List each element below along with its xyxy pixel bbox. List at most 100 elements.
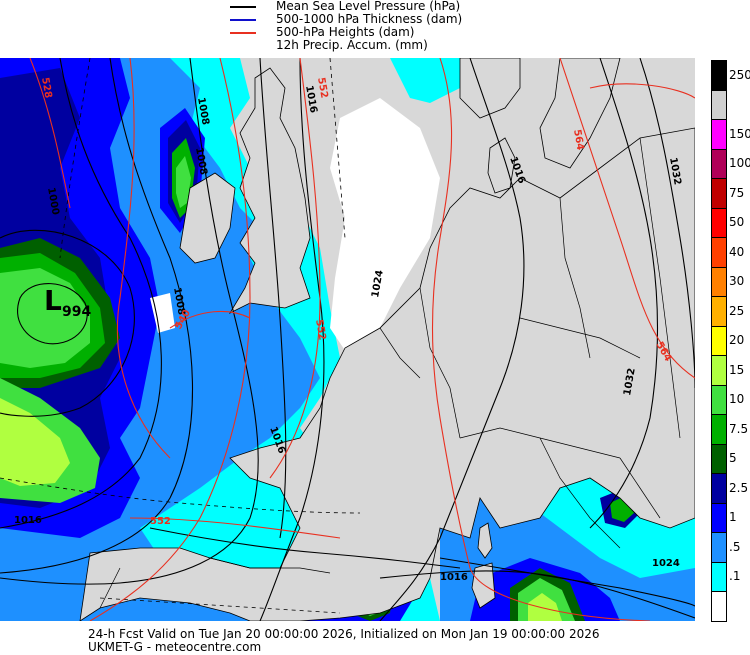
scale-swatch bbox=[711, 355, 727, 386]
legend-row-heights: 500-hPa Heights (dam) bbox=[230, 26, 530, 39]
scale-label: 7.5 bbox=[729, 421, 749, 436]
height-552-mid bbox=[269, 58, 321, 479]
scale-label: 15 bbox=[729, 362, 745, 377]
denmark bbox=[487, 137, 516, 194]
heights-swatch bbox=[230, 32, 256, 34]
scale-label: 10 bbox=[729, 392, 745, 407]
isobar-label: 1016 bbox=[440, 572, 468, 583]
scale-swatch bbox=[711, 207, 727, 238]
scale-label: 5 bbox=[729, 451, 737, 466]
height-552-west bbox=[89, 58, 251, 621]
isobar-label: 1024 bbox=[652, 558, 680, 569]
sardinia bbox=[471, 562, 496, 609]
height-label: 552 bbox=[150, 516, 171, 527]
scale-label: .5 bbox=[729, 539, 741, 554]
isobar-labels: 1008 1016 1000 1008 1008 1016 1016 1024 … bbox=[14, 85, 683, 583]
scale-label: 40 bbox=[729, 244, 745, 259]
scale-swatch bbox=[711, 384, 727, 415]
isobar-1032-a bbox=[589, 58, 659, 529]
scale-swatch bbox=[711, 148, 727, 179]
map-legend: Mean Sea Level Pressure (hPa) 500-1000 h… bbox=[230, 0, 530, 52]
height-contours bbox=[29, 58, 695, 621]
isobar-label: 1000 bbox=[45, 187, 61, 216]
scale-label: 150 bbox=[729, 126, 750, 141]
scale-label: 2.5 bbox=[729, 480, 749, 495]
isobar-label: 1016 bbox=[303, 85, 319, 114]
border-france-germany bbox=[419, 287, 461, 439]
low-value: 994 bbox=[62, 304, 91, 320]
scale-swatch bbox=[711, 532, 727, 563]
isobar-1016-d bbox=[379, 570, 695, 619]
thickness-swatch bbox=[230, 19, 256, 21]
scale-label: 75 bbox=[729, 185, 745, 200]
scale-swatch bbox=[711, 443, 727, 474]
isobar-low-inner bbox=[17, 283, 88, 345]
thickness-a bbox=[0, 477, 361, 514]
precip-cell-east-yellow bbox=[528, 593, 562, 621]
precip-south-lightgreen bbox=[0, 398, 70, 486]
scale-label: 100 bbox=[729, 156, 750, 171]
scale-swatch bbox=[711, 296, 727, 327]
border-balkans bbox=[619, 457, 661, 519]
height-564-east bbox=[559, 58, 695, 379]
scale-swatch bbox=[711, 591, 727, 622]
isobar-1024-b bbox=[439, 557, 695, 607]
scale-label: 20 bbox=[729, 333, 745, 348]
scale-label: 1 bbox=[729, 510, 737, 525]
model-source-line: UKMET-G - meteocentre.com bbox=[88, 640, 262, 654]
legend-label-mslp: Mean Sea Level Pressure (hPa) bbox=[276, 0, 461, 13]
height-540 bbox=[116, 58, 171, 459]
isobar-label: 1008 bbox=[193, 147, 209, 176]
precip-color-scale: 250 150 100 75 50 40 30 25 20 15 10 7.5 5 2.5 1 .5 .1 bbox=[711, 60, 750, 623]
height-label: 552 bbox=[313, 319, 327, 342]
country-borders bbox=[99, 137, 681, 609]
legend-label-heights: 500-hPa Heights (dam) bbox=[276, 25, 415, 39]
precip-north bbox=[390, 58, 470, 103]
scale-label: .1 bbox=[729, 569, 741, 584]
isobar-label: 1008 bbox=[171, 287, 187, 316]
dry-continent bbox=[330, 98, 440, 358]
legend-label-thickness: 500-1000 hPa Thickness (dam) bbox=[276, 12, 463, 26]
thickness-lines bbox=[0, 58, 361, 614]
weather-map: L 994 1008 1016 1000 1008 1008 1016 1016… bbox=[0, 58, 695, 621]
legend-row-thickness: 500-1000 hPa Thickness (dam) bbox=[230, 13, 530, 26]
height-label: 564 bbox=[571, 129, 585, 152]
thickness-d bbox=[99, 597, 341, 614]
precip-low-lightgreen bbox=[0, 268, 90, 368]
isobar-1024-a bbox=[379, 58, 525, 621]
isobar-label: 1032 bbox=[622, 367, 638, 396]
border-benelux bbox=[379, 327, 421, 379]
scale-swatch bbox=[711, 561, 727, 592]
isobar-1016-b bbox=[259, 58, 325, 621]
isobar-label: 1024 bbox=[370, 269, 386, 298]
isobar-1032-b bbox=[639, 58, 695, 389]
scale-label: 50 bbox=[729, 215, 745, 230]
legend-label-precip: 12h Precip. Accum. (mm) bbox=[276, 38, 428, 52]
scale-swatch bbox=[711, 119, 727, 150]
height-552-south bbox=[129, 517, 341, 539]
thickness-c bbox=[329, 58, 346, 239]
scale-swatch bbox=[711, 178, 727, 209]
scale-swatch bbox=[711, 89, 727, 120]
precip-ireland-light bbox=[176, 156, 191, 208]
scale-label: 25 bbox=[729, 303, 745, 318]
isobar-1008-a bbox=[0, 58, 162, 529]
scale-swatch bbox=[711, 237, 727, 268]
isobar-1016-e bbox=[149, 527, 461, 569]
border-east bbox=[639, 137, 681, 439]
border-germany-poland bbox=[559, 197, 591, 359]
height-552-east bbox=[431, 58, 651, 621]
border-spain-france bbox=[209, 557, 331, 574]
scale-swatch bbox=[711, 60, 727, 91]
border-italy bbox=[539, 437, 621, 549]
isobar-label: 1008 bbox=[195, 97, 211, 126]
scale-swatch bbox=[711, 502, 727, 533]
corsica bbox=[477, 522, 493, 559]
border-czech bbox=[519, 317, 641, 359]
legend-row-mslp: Mean Sea Level Pressure (hPa) bbox=[230, 0, 530, 13]
scale-swatch bbox=[711, 473, 727, 504]
border-spain-portugal bbox=[99, 567, 121, 609]
scale-label: 30 bbox=[729, 274, 745, 289]
isobar-1016-c bbox=[259, 58, 287, 539]
dry-spot bbox=[150, 293, 175, 333]
